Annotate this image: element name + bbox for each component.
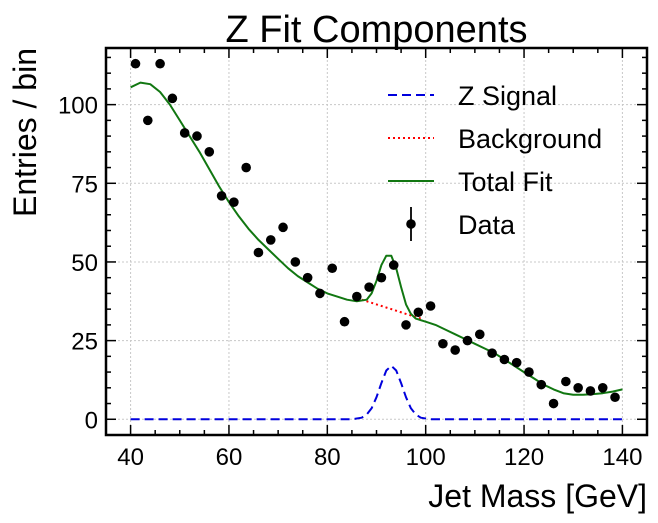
- z-signal-line: [130, 364, 623, 421]
- data-point: [327, 263, 338, 274]
- y-tick-label: 75: [71, 171, 98, 198]
- data-point: [204, 147, 215, 157]
- plot-frame: [104, 46, 649, 437]
- y-axis-label: Entries / bin: [7, 48, 43, 217]
- y-tick-label: 50: [71, 250, 98, 277]
- x-tick-label: 40: [117, 444, 144, 471]
- data-point: [364, 282, 374, 292]
- data-point: [302, 272, 313, 283]
- x-tick-label: 60: [216, 444, 243, 471]
- data-point: [536, 379, 547, 390]
- data-point: [167, 93, 178, 104]
- legend-label-z-signal: Z Signal: [458, 81, 557, 111]
- x-axis-label: Jet Mass [GeV]: [428, 478, 647, 514]
- data-point: [438, 338, 448, 349]
- legend-label-data: Data: [458, 210, 516, 240]
- data-point: [462, 335, 473, 346]
- data-point: [241, 162, 251, 173]
- y-tick-label: 0: [85, 407, 98, 434]
- data-point: [450, 345, 460, 355]
- x-tick-label: 100: [406, 444, 446, 471]
- data-point: [597, 383, 608, 393]
- data-point: [352, 291, 362, 302]
- y-tick-label: 25: [71, 329, 98, 356]
- data-point: [610, 392, 620, 403]
- legend: Z Signal Background Total Fit Data: [388, 81, 602, 241]
- data-point: [216, 191, 227, 201]
- data-point: [339, 316, 350, 327]
- data-point: [376, 272, 387, 283]
- data-point: [511, 357, 522, 368]
- grid: [106, 48, 647, 435]
- plot-area: [130, 58, 623, 421]
- x-tick-label: 120: [504, 444, 544, 471]
- x-tick-label: 140: [602, 444, 642, 471]
- data-point: [143, 115, 153, 126]
- data-point: [155, 58, 165, 69]
- data-point: [413, 307, 424, 318]
- data-point: [265, 235, 276, 245]
- background-line: [361, 298, 422, 320]
- x-tick-label: 80: [314, 444, 341, 471]
- data-point: [474, 329, 485, 340]
- data-point: [585, 386, 596, 396]
- data-point: [278, 222, 288, 233]
- data-point: [130, 58, 141, 69]
- data-point: [179, 128, 190, 138]
- data-point: [573, 383, 583, 393]
- legend-label-total-fit: Total Fit: [458, 167, 553, 197]
- data-point: [561, 376, 571, 387]
- data-point: [548, 398, 559, 409]
- y-tick-label: 100: [58, 93, 98, 120]
- data-point: [229, 197, 239, 207]
- data-point: [192, 131, 202, 141]
- axis-ticks: 40 60 80 100 120 140 0 25 50 75 100: [58, 48, 648, 471]
- data-point: [524, 367, 534, 377]
- legend-swatch-data-marker: [406, 219, 416, 229]
- data-point: [253, 247, 264, 258]
- data-point: [425, 301, 436, 311]
- data-point: [487, 348, 497, 358]
- data-point: [315, 288, 325, 299]
- data-point: [388, 260, 399, 270]
- legend-label-background: Background: [458, 124, 602, 154]
- chart-title: Z Fit Components: [226, 9, 528, 51]
- data-point: [290, 257, 301, 267]
- data-point: [499, 354, 510, 365]
- data-point: [401, 320, 411, 330]
